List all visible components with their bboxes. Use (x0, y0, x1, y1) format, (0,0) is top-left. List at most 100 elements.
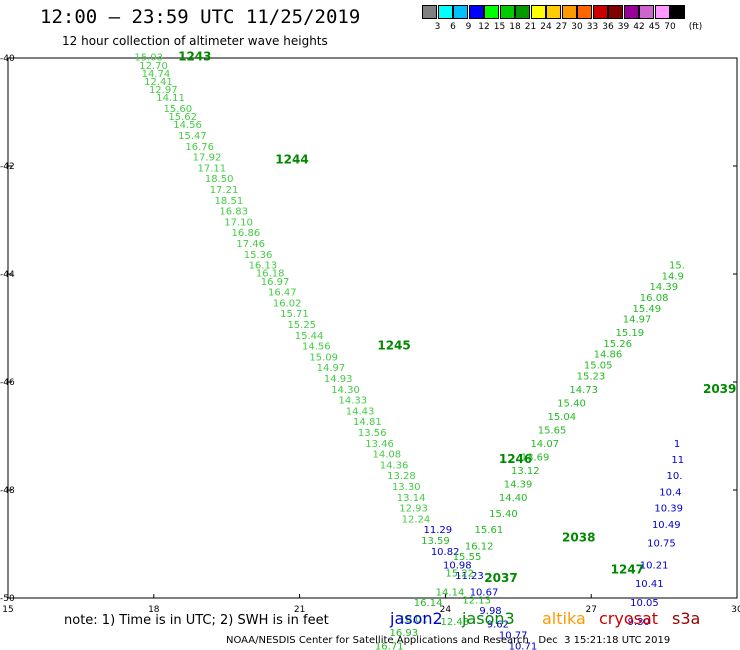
color-swatch (623, 5, 639, 19)
wave-height-label: 11 (671, 455, 684, 466)
wave-height-label: 10.4 (659, 487, 681, 498)
pass-number-label: 2037 (484, 571, 517, 585)
wave-height-label: 15.36 (244, 250, 273, 261)
wave-height-label: 9.30 (628, 617, 650, 628)
x-tick-label: 15 (2, 605, 13, 615)
color-scale-label: 21 (524, 22, 537, 32)
wave-height-label: 12.97 (149, 85, 178, 96)
wave-height-label: 14.40 (499, 493, 528, 504)
wave-height-label: 14.30 (331, 385, 360, 396)
wave-height-label: 13.46 (365, 439, 394, 450)
wave-height-label: 14.56 (173, 120, 202, 131)
wave-height-label: 16.13 (249, 261, 278, 272)
wave-height-label: 13.14 (397, 493, 426, 504)
wave-height-label: 16.71 (375, 641, 404, 650)
color-swatch (499, 5, 515, 19)
wave-height-label: 1 (674, 439, 680, 450)
color-swatch (561, 5, 577, 19)
wave-height-label: 16.02 (273, 298, 302, 309)
wave-height-label: 14.33 (338, 396, 367, 407)
color-swatch (546, 5, 561, 19)
footer-credit: NOAA/NESDIS Center for Satellite Applica… (226, 635, 671, 646)
wave-height-label: 14.81 (353, 417, 382, 428)
wave-height-label: 15.44 (295, 331, 324, 342)
wave-height-label: 15.40 (557, 398, 586, 409)
y-tick-label: -40 (0, 54, 15, 64)
wave-height-label: 14.08 (373, 450, 402, 461)
wave-height-label: 10.49 (652, 520, 681, 531)
map-frame (7, 57, 738, 599)
wave-height-label: 10.21 (640, 560, 669, 571)
color-swatch (670, 5, 685, 19)
wave-height-label: 16.86 (232, 228, 261, 239)
wave-height-label: 17.11 (198, 163, 227, 174)
color-swatch (592, 5, 608, 19)
wave-height-label: 14.73 (569, 385, 598, 396)
wave-height-label: 15.19 (616, 328, 645, 339)
wave-height-label: 16.14 (414, 598, 443, 609)
pass-number-label: 2038 (562, 530, 595, 544)
color-swatch (468, 5, 484, 19)
wave-height-label: 15.62 (168, 112, 197, 123)
wave-height-label: 15.49 (633, 304, 662, 315)
wave-height-label: 9.62 (487, 620, 509, 631)
color-scale-label: 24 (540, 22, 552, 32)
pass-number-label: 1243 (178, 50, 211, 64)
wave-height-label: 15.04 (547, 412, 576, 423)
wave-height-label: 12.13 (462, 595, 491, 606)
wave-height-label: 10.41 (635, 579, 664, 590)
x-tick-label: 27 (585, 605, 596, 615)
color-scale-label: 18 (509, 22, 521, 32)
wave-height-label: 10.82 (431, 547, 460, 558)
color-swatch (577, 5, 592, 19)
color-swatch (530, 5, 546, 19)
wave-height-label: 16.18 (256, 269, 285, 280)
pass-number-label: 1245 (377, 339, 410, 353)
color-scale-label: 45 (648, 22, 661, 32)
wave-height-label: 12.41 (144, 77, 173, 88)
color-swatch (453, 5, 468, 19)
wave-height-label: 17.92 (193, 153, 222, 164)
wave-height-label: 16.76 (185, 142, 214, 153)
wave-height-label: 12.70 (139, 61, 168, 72)
page-title: 12:00 – 23:59 UTC 11/25/2019 (40, 6, 361, 28)
wave-height-label: 14.39 (650, 282, 679, 293)
wave-height-label: 13.28 (387, 471, 416, 482)
wave-height-label: 13.56 (358, 428, 387, 439)
color-scale-label: 30 (571, 22, 583, 32)
wave-height-label: 9.98 (479, 606, 501, 617)
wave-height-label: 15.26 (603, 339, 632, 350)
satellite-name: s3a (672, 609, 701, 628)
y-tick-label: -42 (0, 162, 15, 172)
wave-height-label: 14.56 (302, 342, 331, 353)
wave-height-label: 15.09 (309, 352, 338, 363)
color-swatch (608, 5, 623, 19)
color-scale-label: 9 (465, 22, 472, 32)
wave-height-label: 16.83 (219, 207, 248, 218)
wave-height-label: 15.61 (475, 525, 504, 536)
wave-height-label: 18.50 (205, 174, 234, 185)
wave-height-label: 15.05 (584, 361, 613, 372)
color-scale-label: 70 (664, 22, 676, 32)
wave-height-label: 16.97 (261, 277, 290, 288)
page-subtitle: 12 hour collection of altimeter wave hei… (62, 34, 328, 48)
wave-height-label: 16.47 (268, 288, 297, 299)
wave-height-label: 14.43 (346, 406, 375, 417)
color-scale-label: 42 (633, 22, 645, 32)
wave-height-label: 15.23 (577, 371, 606, 382)
pass-number-label: 2039 (703, 382, 736, 396)
pass-number-label: 1244 (275, 152, 308, 166)
wave-height-label: 16.08 (640, 293, 669, 304)
satellite-name: jason3 (462, 609, 515, 628)
units-note: note: 1) Time is in UTC; 2) SWH is in fe… (64, 613, 329, 628)
color-scale-label: 3 (434, 22, 441, 32)
wave-height-label: 14.39 (504, 479, 533, 490)
y-tick-label: -44 (0, 270, 15, 280)
color-swatch (484, 5, 499, 19)
wave-height-label: 14.07 (530, 439, 559, 450)
wave-height-label: 15.40 (489, 509, 518, 520)
x-tick-label: 24 (440, 605, 452, 615)
wave-height-label: 15.60 (164, 104, 193, 115)
color-scale-label: 27 (555, 22, 568, 32)
